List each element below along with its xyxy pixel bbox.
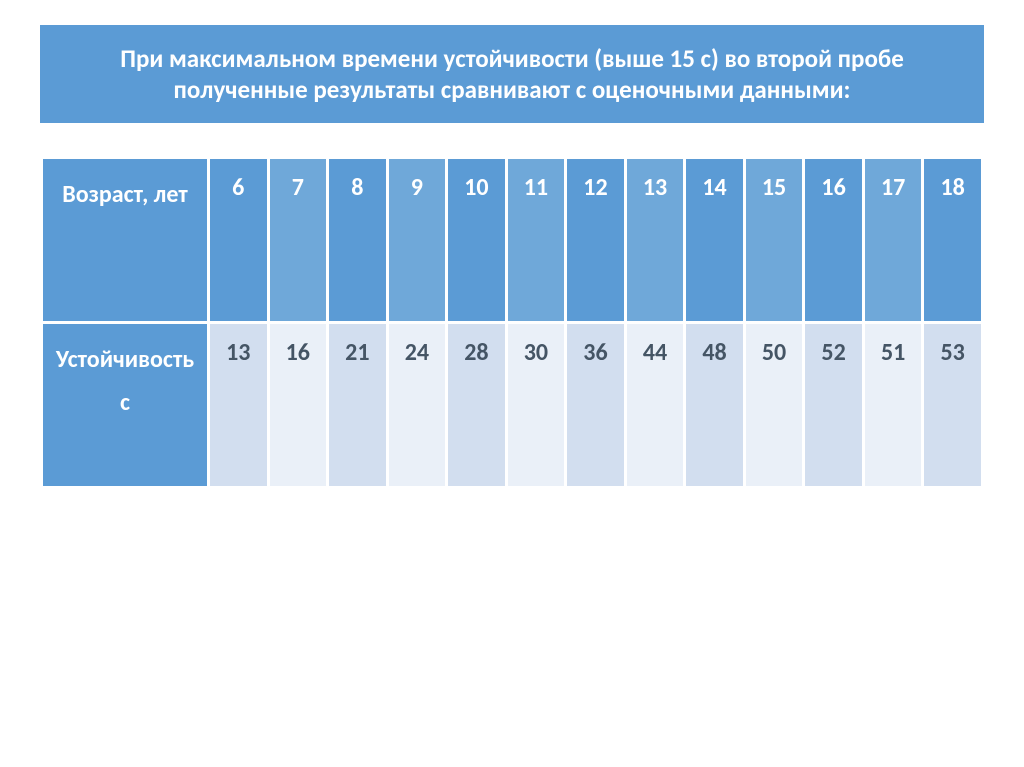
age-cell: 13	[625, 158, 685, 323]
age-cell: 15	[744, 158, 804, 323]
stability-cell: 24	[387, 323, 447, 488]
stability-cell: 16	[268, 323, 328, 488]
stability-cell: 52	[804, 323, 864, 488]
stability-cell: 50	[744, 323, 804, 488]
row-label-age: Возраст, лет	[42, 158, 209, 323]
table-row: Возраст, лет 6 7 8 9 10 11 12 13 14 15 1…	[42, 158, 983, 323]
table-row: Устойчивость с 13 16 21 24 28 30 36 44 4…	[42, 323, 983, 488]
stability-cell: 48	[685, 323, 745, 488]
age-cell: 16	[804, 158, 864, 323]
age-cell: 7	[268, 158, 328, 323]
row-label-stability: Устойчивость с	[42, 323, 209, 488]
stability-cell: 13	[209, 323, 269, 488]
age-cell: 18	[923, 158, 983, 323]
stability-cell: 51	[863, 323, 923, 488]
data-table: Возраст, лет 6 7 8 9 10 11 12 13 14 15 1…	[40, 156, 984, 489]
age-cell: 12	[566, 158, 626, 323]
age-cell: 9	[387, 158, 447, 323]
age-cell: 6	[209, 158, 269, 323]
stability-cell: 30	[506, 323, 566, 488]
age-cell: 8	[328, 158, 388, 323]
age-cell: 11	[506, 158, 566, 323]
stability-cell: 36	[566, 323, 626, 488]
title-banner: При максимальном времени устойчивости (в…	[40, 25, 984, 126]
slide: При максимальном времени устойчивости (в…	[0, 0, 1024, 767]
stability-cell: 53	[923, 323, 983, 488]
stability-label-line1: Устойчивость	[44, 338, 206, 381]
age-cell: 14	[685, 158, 745, 323]
stability-cell: 28	[447, 323, 507, 488]
age-cell: 17	[863, 158, 923, 323]
stability-label-line2: с	[44, 381, 206, 424]
stability-cell: 21	[328, 323, 388, 488]
age-cell: 10	[447, 158, 507, 323]
stability-cell: 44	[625, 323, 685, 488]
